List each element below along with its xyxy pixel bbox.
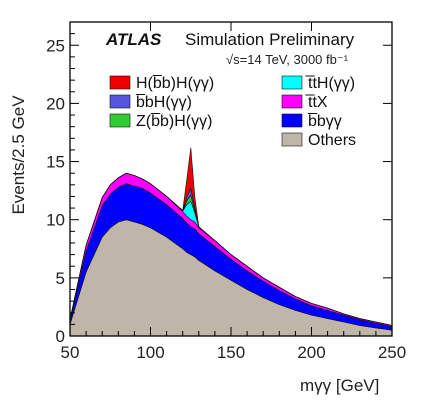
y-axis-label: Events/2.5 GeV	[9, 95, 28, 215]
chart-subtitle: √s=14 TeV, 3000 fb⁻¹	[226, 52, 349, 67]
legend-swatch	[109, 94, 131, 109]
legend-label: t̅tX	[305, 94, 328, 111]
legend-label: Others	[308, 132, 356, 149]
legend-label: Z(b̅b)H(γγ)	[136, 112, 212, 130]
x-tick-label: 50	[61, 343, 80, 362]
legend-label: H(b̅b)H(γγ)	[136, 74, 214, 92]
atlas-label: ATLAS	[105, 30, 162, 49]
y-tick-label: 15	[46, 153, 65, 172]
y-tick-label: 10	[46, 211, 65, 230]
y-tick-label: 20	[46, 94, 65, 113]
legend-swatch	[281, 132, 303, 147]
x-tick-label: 200	[297, 343, 325, 362]
x-tick-label: 100	[136, 343, 164, 362]
legend-swatch	[109, 75, 131, 90]
y-tick-label: 25	[46, 36, 65, 55]
legend-swatch	[281, 75, 303, 90]
legend-swatch	[281, 94, 303, 109]
ticks-layer: 50 100 150 200 250 0 5 10 15 20 25	[46, 22, 406, 362]
x-tick-label: 150	[217, 343, 245, 362]
y-tick-label: 0	[56, 327, 65, 346]
x-axis-label: mγγ [GeV]	[300, 376, 379, 395]
y-tick-label: 5	[56, 269, 65, 288]
legend-swatch	[109, 113, 131, 128]
chart-title: Simulation Preliminary	[185, 30, 355, 49]
legend-swatch	[281, 113, 303, 128]
legend: H(b̅b)H(γγ)b̅bH(γγ)Z(b̅b)H(γγ) t̅tH(γγ) t̅…	[109, 74, 356, 149]
x-tick-label: 250	[378, 343, 406, 362]
legend-label: b̅bγγ	[308, 112, 342, 130]
legend-label: b̅bH(γγ)	[136, 93, 192, 111]
legend-label: t̅tH(γγ)	[305, 75, 355, 92]
